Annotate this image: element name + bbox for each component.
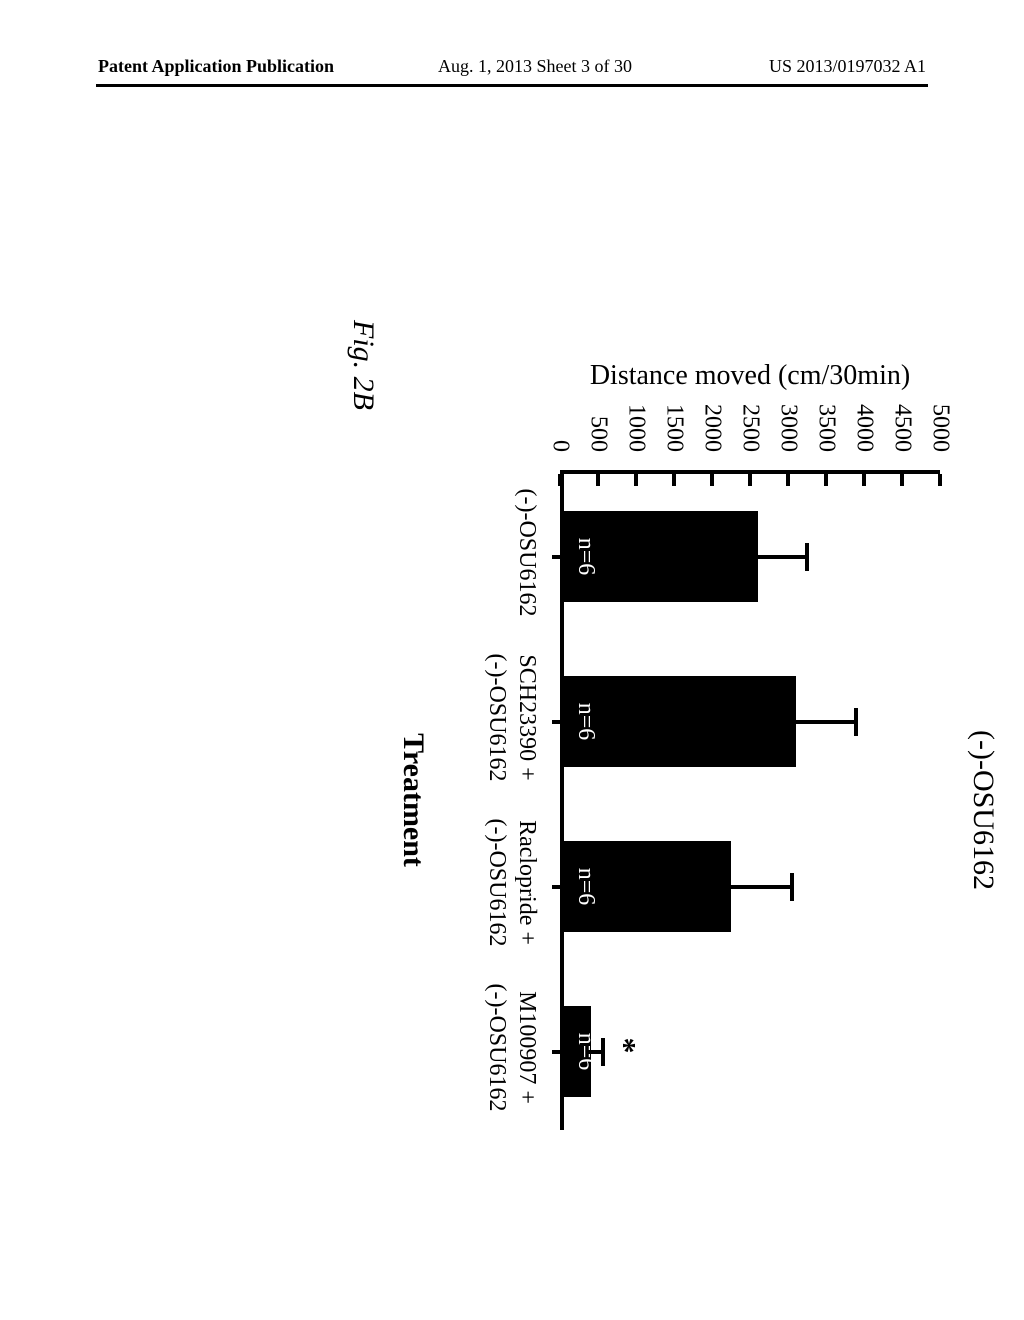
- bar-n-label: n=6: [572, 676, 599, 767]
- y-tick: [824, 474, 828, 486]
- header-left: Patent Application Publication: [98, 56, 334, 77]
- plot-area: n=6n=6n=6n=6: [560, 470, 940, 1130]
- y-tick: [710, 474, 714, 486]
- error-cap: [854, 708, 858, 736]
- category-label: M100907 +(-)-OSU6162: [482, 965, 542, 1130]
- y-tick: [672, 474, 676, 486]
- y-tick-label: 2500: [737, 0, 764, 452]
- y-tick-label: 500: [585, 0, 612, 452]
- bar: n=6: [564, 841, 731, 932]
- x-axis-label: Treatment: [396, 470, 430, 1130]
- y-tick: [786, 474, 790, 486]
- y-tick-label: 1500: [661, 0, 688, 452]
- y-tick-label: 5000: [927, 0, 954, 452]
- y-tick-label: 2000: [699, 0, 726, 452]
- error-bar: [727, 885, 792, 889]
- y-tick-label: 3500: [813, 0, 840, 452]
- figure-caption: Fig. 2B: [346, 320, 380, 410]
- x-tick: [552, 555, 564, 559]
- x-tick: [552, 1050, 564, 1054]
- y-tick: [748, 474, 752, 486]
- header-rule: [96, 84, 928, 87]
- y-tick-label: 4500: [889, 0, 916, 452]
- bar-n-label: n=6: [572, 841, 599, 932]
- y-tick-label: 0: [547, 0, 574, 452]
- chart-title: (-)-OSU6162: [966, 320, 1000, 1300]
- bar: n=6: [564, 676, 796, 767]
- significance-marker: *: [606, 1038, 643, 1054]
- y-tick: [862, 474, 866, 486]
- page: Patent Application Publication Aug. 1, 2…: [0, 0, 1024, 1320]
- category-label: Raclopride +(-)-OSU6162: [482, 800, 542, 965]
- error-bar: [792, 720, 857, 724]
- error-cap: [601, 1038, 605, 1066]
- y-tick-label: 3000: [775, 0, 802, 452]
- error-bar: [754, 555, 807, 559]
- y-tick: [634, 474, 638, 486]
- category-label: (-)-OSU6162: [512, 470, 542, 635]
- bar: n=6: [564, 511, 758, 602]
- x-tick: [552, 720, 564, 724]
- error-cap: [805, 543, 809, 571]
- figure-frame: (-)-OSU6162 Distance moved (cm/30min) n=…: [160, 180, 860, 1160]
- bar-chart: (-)-OSU6162 Distance moved (cm/30min) n=…: [300, 320, 1000, 1300]
- y-tick-label: 4000: [851, 0, 878, 452]
- y-tick: [558, 474, 562, 486]
- y-tick: [938, 474, 942, 486]
- y-tick: [596, 474, 600, 486]
- y-tick: [900, 474, 904, 486]
- error-cap: [790, 873, 794, 901]
- x-tick: [552, 885, 564, 889]
- y-tick-label: 1000: [623, 0, 650, 452]
- category-label: SCH23390 +(-)-OSU6162: [482, 635, 542, 800]
- bar-n-label: n=6: [572, 511, 599, 602]
